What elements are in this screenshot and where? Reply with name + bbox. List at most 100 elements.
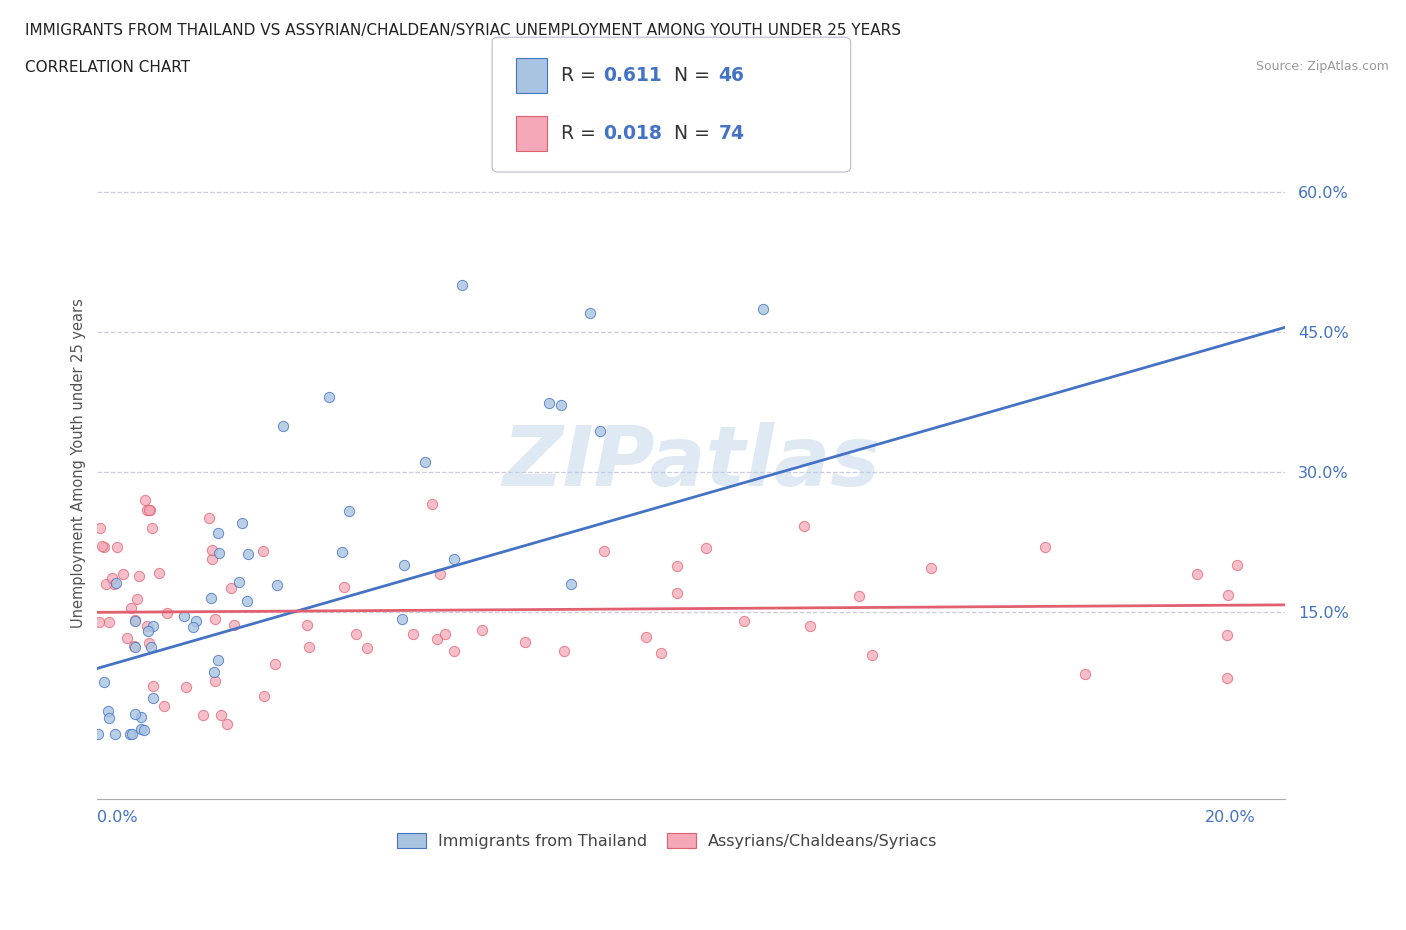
Text: N =: N =: [662, 66, 716, 86]
Point: [224, 618, 246, 632]
Point: [136, 618, 159, 633]
Point: [204, 612, 226, 627]
Point: [1226, 558, 1249, 573]
Point: [155, 605, 177, 620]
Point: [560, 577, 582, 591]
Point: [141, 521, 163, 536]
Point: [111, 566, 134, 581]
Point: [332, 580, 354, 595]
Point: [219, 580, 242, 595]
Point: [136, 624, 159, 639]
Point: [298, 640, 321, 655]
Point: [231, 515, 253, 530]
Text: IMMIGRANTS FROM THAILAND VS ASSYRIAN/CHALDEAN/SYRIAC UNEMPLOYMENT AMONG YOUTH UN: IMMIGRANTS FROM THAILAND VS ASSYRIAN/CHA…: [25, 23, 901, 38]
Point: [318, 390, 340, 405]
Point: [793, 518, 815, 533]
Point: [139, 502, 162, 517]
Point: [105, 539, 128, 554]
Text: 0.611: 0.611: [603, 66, 662, 86]
Text: ZIPatlas: ZIPatlas: [502, 422, 880, 503]
Point: [236, 547, 259, 562]
Point: [124, 640, 146, 655]
Point: [103, 577, 125, 591]
Point: [134, 493, 156, 508]
Point: [93, 539, 115, 554]
Point: [120, 726, 142, 741]
Point: [89, 521, 111, 536]
Point: [695, 541, 717, 556]
Point: [356, 641, 378, 656]
Point: [433, 627, 456, 642]
Point: [799, 618, 821, 633]
Text: R =: R =: [561, 66, 602, 86]
Text: R =: R =: [561, 124, 602, 143]
Point: [124, 613, 146, 628]
Point: [578, 306, 600, 321]
Point: [1216, 671, 1239, 685]
Point: [252, 543, 274, 558]
Point: [97, 615, 120, 630]
Point: [443, 644, 465, 658]
Point: [142, 618, 165, 633]
Point: [426, 632, 449, 647]
Point: [1185, 566, 1208, 581]
Point: [1074, 666, 1097, 681]
Point: [752, 301, 775, 316]
Point: [209, 708, 232, 723]
Point: [128, 568, 150, 583]
Point: [443, 551, 465, 566]
Point: [135, 502, 157, 517]
Text: CORRELATION CHART: CORRELATION CHART: [25, 60, 190, 75]
Point: [129, 722, 152, 737]
Point: [634, 630, 657, 644]
Point: [1216, 627, 1239, 642]
Point: [537, 395, 560, 410]
Point: [202, 665, 225, 680]
Point: [87, 726, 110, 741]
Point: [733, 614, 755, 629]
Point: [550, 397, 572, 412]
Point: [391, 612, 413, 627]
Point: [553, 644, 575, 658]
Point: [201, 551, 224, 566]
Point: [173, 609, 195, 624]
Legend: Immigrants from Thailand, Assyrians/Chaldeans/Syriacs: Immigrants from Thailand, Assyrians/Chal…: [391, 826, 943, 855]
Point: [174, 680, 197, 695]
Point: [228, 574, 250, 589]
Point: [271, 418, 294, 433]
Point: [138, 502, 160, 517]
Point: [451, 278, 474, 293]
Point: [429, 566, 451, 581]
Point: [589, 424, 612, 439]
Point: [124, 706, 146, 721]
Point: [141, 640, 163, 655]
Text: N =: N =: [662, 124, 716, 143]
Point: [200, 543, 222, 558]
Point: [142, 691, 165, 706]
Point: [330, 544, 353, 559]
Point: [1033, 539, 1056, 554]
Point: [98, 711, 121, 725]
Point: [337, 503, 360, 518]
Point: [183, 619, 205, 634]
Point: [236, 593, 259, 608]
Point: [665, 586, 688, 601]
Point: [665, 558, 688, 573]
Point: [200, 591, 222, 605]
Point: [198, 511, 221, 525]
Point: [592, 544, 614, 559]
Text: 0.018: 0.018: [603, 124, 662, 143]
Point: [266, 578, 288, 592]
Point: [142, 679, 165, 694]
Point: [402, 626, 425, 641]
Point: [515, 634, 537, 649]
Point: [394, 557, 416, 572]
Point: [87, 615, 110, 630]
Text: Source: ZipAtlas.com: Source: ZipAtlas.com: [1256, 60, 1389, 73]
Point: [124, 613, 146, 628]
Point: [860, 648, 883, 663]
Point: [121, 726, 143, 741]
Point: [297, 618, 319, 632]
Text: 20.0%: 20.0%: [1205, 810, 1256, 825]
Point: [94, 577, 117, 591]
